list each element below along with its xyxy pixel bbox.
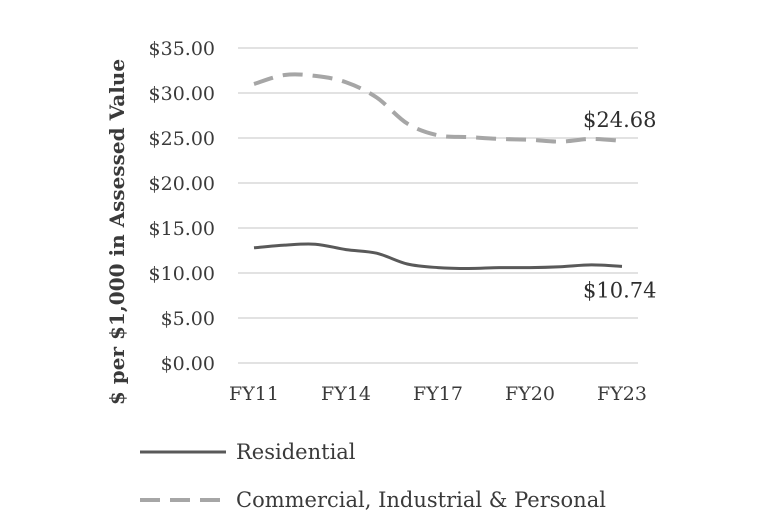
y-tick-label: $10.00 — [149, 263, 215, 285]
y-tick-label: $15.00 — [149, 218, 215, 240]
data-label: $10.74 — [583, 278, 656, 302]
x-tick-label: FY20 — [505, 383, 555, 405]
gridlines — [238, 47, 638, 364]
x-axis-ticks: FY11 FY14 FY17 FY20 FY23 — [229, 383, 647, 405]
x-tick-label: FY23 — [597, 383, 647, 405]
y-tick-label: $30.00 — [149, 83, 215, 105]
legend-label: Residential — [236, 440, 356, 464]
data-label: $24.68 — [583, 108, 656, 132]
y-tick-label: $5.00 — [161, 308, 215, 330]
legend-label: Commercial, Industrial & Personal — [236, 488, 606, 512]
y-axis-label: $ per $1,000 in Assessed Value — [105, 59, 129, 405]
legend: Residential Commercial, Industrial & Pers… — [140, 440, 606, 512]
series-lines — [253, 72, 623, 270]
series-line-residential — [253, 242, 623, 270]
y-axis-ticks: $0.00 $5.00 $10.00 $15.00 $20.00 $25.00 $30.00… — [149, 38, 215, 375]
x-tick-label: FY17 — [413, 383, 463, 405]
x-tick-label: FY11 — [229, 383, 279, 405]
data-labels: $10.74 $24.68 — [583, 108, 656, 302]
y-tick-label: $35.00 — [149, 38, 215, 60]
y-tick-label: $20.00 — [149, 173, 215, 195]
y-tick-label: $25.00 — [149, 128, 215, 150]
y-tick-label: $0.00 — [161, 353, 215, 375]
x-tick-label: FY14 — [321, 383, 371, 405]
series-line-commercial — [253, 72, 623, 144]
